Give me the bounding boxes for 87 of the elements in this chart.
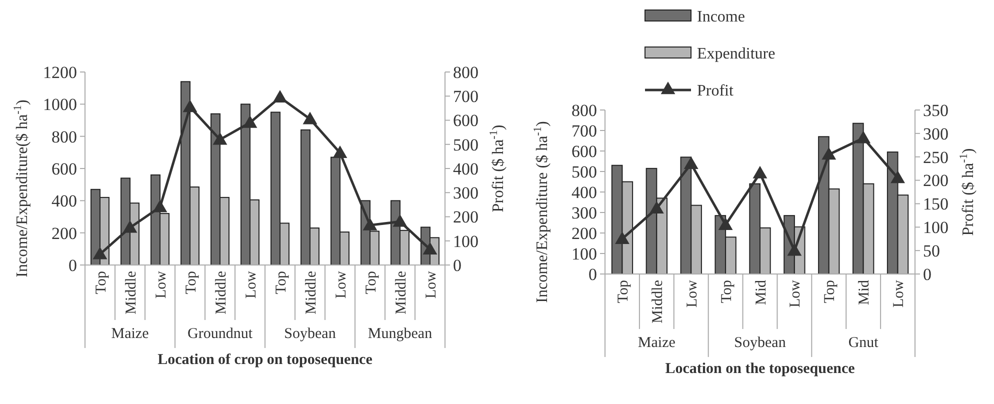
x-tick-label: Top <box>183 271 200 294</box>
point <box>718 217 733 230</box>
y2-tick-label: 800 <box>453 62 478 82</box>
point <box>392 214 408 227</box>
x-tick-label: Top <box>363 271 380 294</box>
y2-tick-label: 200 <box>923 171 948 190</box>
y-tick-label: 1000 <box>43 95 77 114</box>
x-tick-label: Top <box>615 280 632 304</box>
point <box>302 112 318 124</box>
legend-label: Profit <box>697 82 734 100</box>
y-tick-label: 200 <box>52 224 77 243</box>
text: Maize <box>111 326 150 342</box>
point <box>212 132 228 145</box>
y-tick-label: 400 <box>52 192 77 211</box>
text: Soybean <box>284 326 336 342</box>
y-tick-label: 400 <box>572 182 597 202</box>
point <box>822 147 836 160</box>
y-tick-label: 700 <box>572 121 597 140</box>
point <box>332 145 348 158</box>
y-tick-label: 500 <box>572 162 597 182</box>
y-tick-label: 0 <box>68 256 77 275</box>
legend-label: Expenditure <box>697 46 776 63</box>
y-tick-label: 600 <box>572 142 597 161</box>
y2-tick-label: 600 <box>453 111 478 130</box>
x-tick-label: Low <box>684 280 700 308</box>
point <box>362 218 378 230</box>
y2-tick-label: 200 <box>453 208 478 227</box>
point <box>752 166 768 178</box>
y2-tick-label: 100 <box>453 232 478 251</box>
point <box>856 130 871 144</box>
x-axis-title: Location of crop on toposequence <box>158 352 373 368</box>
point <box>787 243 802 256</box>
x-tick-label: Middle <box>650 280 666 324</box>
point <box>182 100 198 112</box>
point <box>684 156 698 170</box>
text: Soybean <box>734 335 786 351</box>
y2-tick-label: 100 <box>923 218 948 238</box>
point <box>122 220 138 233</box>
x-tick-label: Low <box>333 270 350 298</box>
text: Groundnut <box>188 326 254 342</box>
x-tick-label: Middle <box>213 270 230 314</box>
y-tick-label: 0 <box>588 264 597 284</box>
y-tick-label: 100 <box>572 244 597 264</box>
y2-tick-label: 500 <box>453 135 478 154</box>
y2-tick-label: 50 <box>923 242 940 261</box>
text: Gnut <box>848 335 880 351</box>
y-tick-label: 600 <box>52 159 77 178</box>
x-tick-label: Middle <box>303 270 320 314</box>
x-tick-label: Low <box>423 270 440 298</box>
y-tick-label: 800 <box>572 100 597 120</box>
point <box>272 90 288 102</box>
x-tick-label: Top <box>273 271 290 294</box>
y-tick-label: 300 <box>572 203 597 222</box>
point <box>422 242 438 254</box>
y2-tick-label: 0 <box>923 264 932 284</box>
point <box>890 170 905 184</box>
x-tick-label: Middle <box>393 270 410 314</box>
x-tick-label: Top <box>93 271 110 294</box>
y2-tick-label: 150 <box>923 194 948 214</box>
point <box>649 201 664 214</box>
y2-tick-label: 300 <box>453 184 478 203</box>
y-tick-label: 800 <box>52 127 77 146</box>
point <box>242 115 258 128</box>
text: Maize <box>638 335 676 351</box>
legend-label: Income <box>697 8 745 26</box>
y2-tick-label: 250 <box>923 148 948 167</box>
x-tick-label: Mid <box>856 280 873 306</box>
x-tick-label: Top <box>822 280 838 304</box>
y2-tick-label: 700 <box>453 87 478 106</box>
point <box>152 200 168 212</box>
text: Mungbean <box>368 326 433 342</box>
x-tick-label: Low <box>243 270 260 298</box>
y-tick-label: 200 <box>572 224 597 243</box>
x-tick-label: Mid <box>753 280 770 306</box>
x-tick-label: Low <box>891 280 908 308</box>
x-axis-title: Location on the toposequence <box>665 361 856 377</box>
y2-tick-label: 400 <box>453 159 478 178</box>
x-tick-label: Top <box>718 280 735 304</box>
x-tick-label: Low <box>788 280 804 308</box>
y2-tick-label: 350 <box>923 100 948 120</box>
x-tick-label: Middle <box>123 270 140 314</box>
point <box>92 246 108 260</box>
y2-tick-label: 300 <box>923 124 948 144</box>
y-tick-label: 1200 <box>43 62 77 82</box>
y2-tick-label: 0 <box>453 256 462 275</box>
x-tick-label: Low <box>153 270 170 298</box>
point <box>615 232 630 244</box>
